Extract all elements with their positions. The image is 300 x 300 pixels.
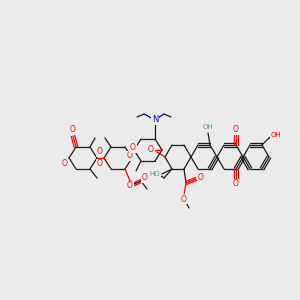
Text: O: O: [70, 125, 76, 134]
Text: O: O: [233, 125, 239, 134]
Text: O: O: [130, 143, 136, 152]
Text: O: O: [127, 152, 133, 160]
Text: OH: OH: [271, 132, 281, 138]
Text: O: O: [62, 160, 68, 169]
Text: O: O: [97, 160, 103, 169]
Text: O: O: [233, 179, 239, 188]
Text: O: O: [142, 173, 148, 182]
Text: O: O: [97, 148, 103, 157]
Text: OH: OH: [203, 124, 213, 130]
Text: N: N: [152, 116, 158, 124]
Text: O: O: [148, 146, 154, 154]
Text: O: O: [198, 173, 204, 182]
Text: O: O: [181, 194, 187, 203]
Text: HO: HO: [150, 171, 160, 177]
Text: O: O: [127, 182, 133, 190]
